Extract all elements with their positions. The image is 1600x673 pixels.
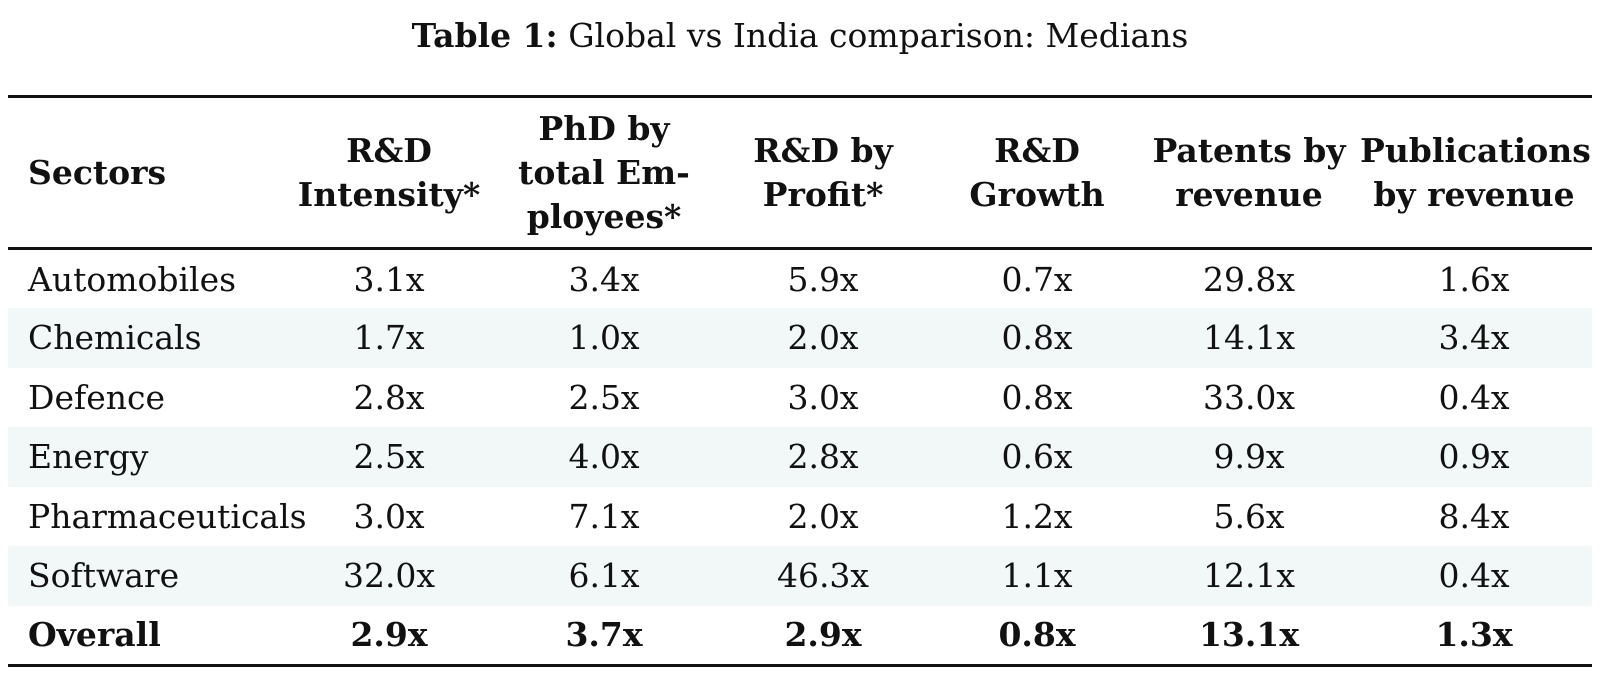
table-cell: 33.0x — [1202, 377, 1296, 417]
table-cell: 0.6x — [1001, 437, 1073, 477]
table-cell: 5.6x — [1213, 496, 1285, 536]
column-header-phd-by-employees: PhD by total Em-ployees* — [494, 95, 714, 250]
table-cell: 14.1x — [1202, 318, 1296, 358]
table-cell: 0.7x — [1001, 259, 1073, 299]
table-cell: 2.8x — [787, 437, 859, 477]
overall-cell: 1.3x — [1356, 605, 1592, 667]
table-cell: 3.1x — [353, 259, 425, 299]
sector-cell: Automobiles — [28, 259, 237, 299]
table-caption: Table 1: Global vs India comparison: Med… — [0, 14, 1600, 58]
table-cell: 0.8x — [1001, 377, 1073, 417]
table-cell: 3.4x — [1438, 318, 1510, 358]
overall-cell: 2.9x — [284, 605, 494, 667]
sector-cell: Pharmaceuticals — [28, 496, 307, 536]
sector-cell: Software — [28, 556, 180, 596]
table-cell: 1.6x — [1438, 259, 1510, 299]
column-header-rd-intensity: R&D Intensity* — [284, 95, 494, 250]
caption-label: Table 1: — [411, 16, 558, 55]
table-cell: 0.4x — [1438, 556, 1510, 596]
table-row: Software 32.0x 6.1x 46.3x 1.1x 12.1x 0.4… — [8, 546, 1592, 606]
table-cell: 32.0x — [342, 556, 436, 596]
column-header-rd-by-profit: R&D by Profit* — [714, 95, 932, 250]
table-cell: 2.0x — [787, 496, 859, 536]
table-cell: 46.3x — [776, 556, 870, 596]
table-cell: 5.9x — [787, 259, 859, 299]
comparison-table: Sectors R&D Intensity* PhD by total Em-p… — [8, 95, 1592, 667]
column-header-rd-growth: R&D Growth — [932, 95, 1142, 250]
header-row: Sectors R&D Intensity* PhD by total Em-p… — [8, 95, 1592, 250]
table-cell: 2.5x — [568, 377, 640, 417]
table-cell: 2.0x — [787, 318, 859, 358]
sector-cell: Defence — [28, 377, 165, 417]
table-cell: 12.1x — [1202, 556, 1296, 596]
overall-cell: 3.7x — [494, 605, 714, 667]
sector-cell: Energy — [28, 437, 149, 477]
table-row: Automobiles 3.1x 3.4x 5.9x 0.7x 29.8x 1.… — [8, 249, 1592, 309]
table-cell: 3.0x — [353, 496, 425, 536]
overall-label-cell: Overall — [8, 605, 284, 667]
column-header-sectors: Sectors — [8, 95, 284, 250]
table-cell: 8.4x — [1438, 496, 1510, 536]
table-cell: 1.0x — [568, 318, 640, 358]
overall-cell: 2.9x — [714, 605, 932, 667]
table-cell: 9.9x — [1213, 437, 1285, 477]
table-cell: 3.4x — [568, 259, 640, 299]
table-cell: 6.1x — [568, 556, 640, 596]
table-row: Defence 2.8x 2.5x 3.0x 0.8x 33.0x 0.4x — [8, 368, 1592, 428]
overall-row: Overall 2.9x 3.7x 2.9x 0.8x 13.1x 1.3x — [8, 605, 1592, 667]
column-header-publications-by-revenue: Publications by revenue — [1356, 95, 1592, 250]
caption-text: Global vs India comparison: Medians — [557, 16, 1189, 55]
table-cell: 0.8x — [1001, 318, 1073, 358]
table-cell: 1.2x — [1001, 496, 1073, 536]
table-cell: 0.9x — [1438, 437, 1510, 477]
table-cell: 3.0x — [787, 377, 859, 417]
table-cell: 29.8x — [1202, 259, 1296, 299]
table-row: Energy 2.5x 4.0x 2.8x 0.6x 9.9x 0.9x — [8, 427, 1592, 487]
overall-cell: 13.1x — [1142, 605, 1356, 667]
table-cell: 4.0x — [568, 437, 640, 477]
column-header-patents-by-revenue: Patents by revenue — [1142, 95, 1356, 250]
table-cell: 1.7x — [353, 318, 425, 358]
sector-cell: Chemicals — [28, 318, 202, 358]
table-cell: 2.8x — [353, 377, 425, 417]
table-cell: 0.4x — [1438, 377, 1510, 417]
table-cell: 2.5x — [353, 437, 425, 477]
overall-cell: 0.8x — [932, 605, 1142, 667]
table-row: Chemicals 1.7x 1.0x 2.0x 0.8x 14.1x 3.4x — [8, 308, 1592, 368]
table-cell: 7.1x — [568, 496, 640, 536]
table-row: Pharmaceuticals 3.0x 7.1x 2.0x 1.2x 5.6x… — [8, 487, 1592, 547]
table-cell: 1.1x — [1001, 556, 1073, 596]
